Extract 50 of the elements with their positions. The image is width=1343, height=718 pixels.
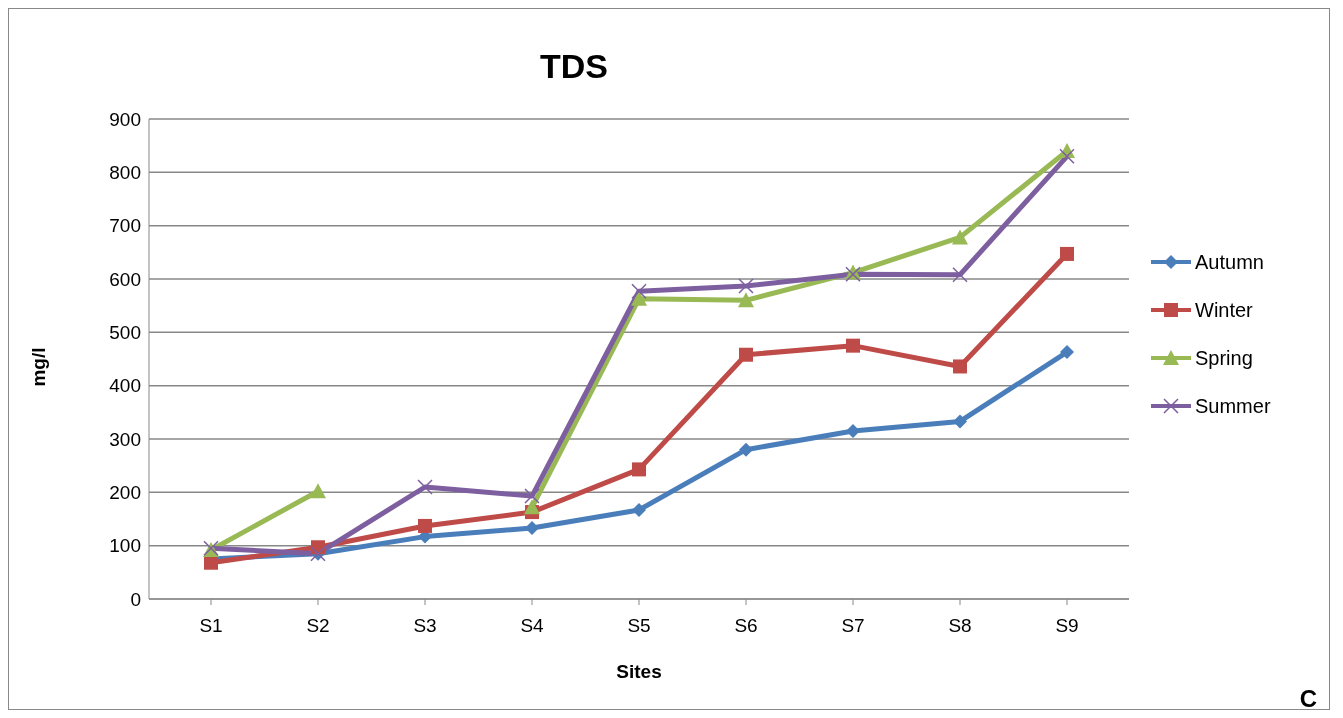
x-tick-label: S3 [413,615,437,637]
point [204,555,218,570]
point [1059,148,1075,165]
y-tick-label: 500 [109,322,141,344]
point [631,283,647,300]
point [738,292,754,308]
point [418,518,432,533]
y-tick-label: 100 [109,535,141,557]
y-tick-label: 400 [109,375,141,397]
y-tick-label: 700 [109,215,141,237]
text: C [1299,685,1317,713]
y-tick-label: 800 [109,162,141,184]
point [739,442,753,457]
x-tick-label: S5 [627,615,651,637]
point [631,290,647,306]
point [738,278,754,294]
legend-label: Autumn [1195,250,1264,274]
x-tick-label: S1 [199,615,223,637]
point [525,521,539,536]
point [524,488,540,504]
point [524,499,540,515]
point [846,424,860,438]
x-tick-label: S6 [734,615,758,637]
legend-label: Spring [1195,346,1253,370]
point [739,347,753,362]
x-tick-label: S7 [841,615,865,637]
point [846,338,860,353]
legend-label: Winter [1195,298,1253,322]
chart-title: TDS [539,47,609,86]
y-tick-label: 200 [109,482,141,504]
point [310,483,326,499]
x-tick-label: S9 [1055,615,1079,637]
point [632,502,646,517]
y-tick-label: 600 [109,268,141,290]
y-tick-label: 0 [130,588,141,610]
y-tick-label: 300 [109,428,141,450]
point [952,229,968,245]
y-tick-label: 900 [109,108,141,130]
x-tick-label: S4 [520,615,545,637]
point [1060,345,1074,360]
point [953,359,967,374]
point [632,462,646,477]
legend-label: Summer [1195,394,1271,418]
x-tick-label: S2 [306,615,330,637]
point [953,414,967,429]
y-axis-title: mg/l [28,347,50,387]
point [417,479,433,495]
x-axis-title: Sites [615,661,663,683]
x-tick-label: S8 [948,615,972,637]
point [1060,246,1074,261]
